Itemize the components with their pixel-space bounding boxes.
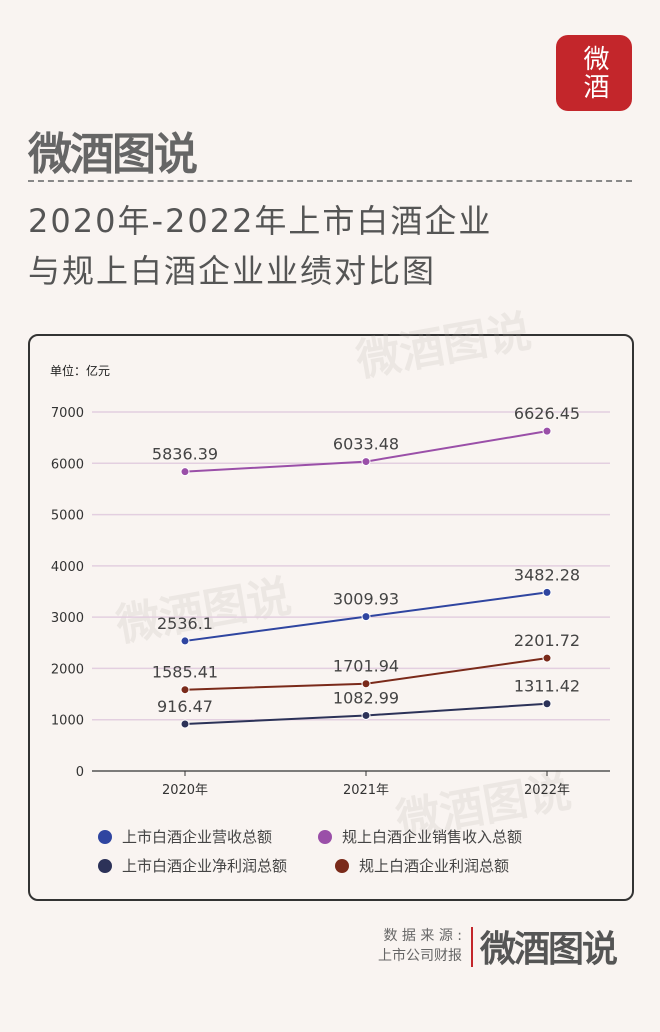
y-tick-label: 1000 xyxy=(51,714,84,729)
x-tick-label: 2022年 xyxy=(524,783,570,798)
y-tick-label: 6000 xyxy=(51,457,84,472)
legend-swatch xyxy=(98,829,112,844)
data-label: 6033.48 xyxy=(333,435,399,454)
legend-item: 上市白酒企业营收总额 xyxy=(98,826,272,847)
data-label: 2536.1 xyxy=(157,614,213,633)
data-label: 916.47 xyxy=(157,697,213,716)
y-tick-label: 2000 xyxy=(51,662,84,677)
data-label: 3009.93 xyxy=(333,590,399,609)
data-label: 1585.41 xyxy=(152,663,218,682)
data-point xyxy=(542,426,552,436)
legend-label: 规上白酒企业利润总额 xyxy=(359,857,510,875)
legend-item: 规上白酒企业利润总额 xyxy=(335,855,509,876)
data-label: 2201.72 xyxy=(514,631,580,650)
data-point xyxy=(361,457,371,467)
legend-swatch xyxy=(98,858,112,873)
data-label: 6626.45 xyxy=(514,404,580,423)
data-label: 3482.28 xyxy=(514,565,580,584)
data-point xyxy=(180,467,190,477)
data-point xyxy=(542,653,552,663)
x-tick-label: 2021年 xyxy=(343,783,389,798)
data-point xyxy=(180,636,190,646)
data-point xyxy=(361,612,371,622)
data-label: 1311.42 xyxy=(514,677,580,696)
source-label: 数 据 来 源 : xyxy=(383,928,462,944)
legend-swatch xyxy=(318,829,332,844)
data-label: 1701.94 xyxy=(333,657,399,676)
data-point xyxy=(180,719,190,729)
unit-label: 单位：亿元 xyxy=(50,364,111,378)
chart-frame xyxy=(28,334,634,901)
legend-label: 规上白酒企业销售收入总额 xyxy=(342,828,523,846)
y-tick-label: 0 xyxy=(76,765,84,780)
data-source: 数 据 来 源 : 上市公司财报 xyxy=(362,926,462,966)
data-point xyxy=(542,587,552,597)
page-title: 2020年-2022年上市白酒企业 与规上白酒企业业绩对比图 xyxy=(28,196,492,296)
title-line-2: 与规上白酒企业业绩对比图 xyxy=(28,252,437,290)
data-label: 5836.39 xyxy=(152,445,218,464)
legend-item: 规上白酒企业销售收入总额 xyxy=(318,826,522,847)
legend-label: 上市白酒企业净利润总额 xyxy=(122,857,288,875)
y-tick-label: 3000 xyxy=(51,611,84,626)
source-value: 上市公司财报 xyxy=(378,948,462,964)
footer-divider xyxy=(471,927,473,967)
data-point xyxy=(180,685,190,695)
legend-item: 上市白酒企业净利润总额 xyxy=(98,855,287,876)
footer-brand-logo: 微酒图说 xyxy=(480,929,618,970)
divider xyxy=(28,180,632,182)
data-point xyxy=(542,699,552,709)
data-point xyxy=(361,679,371,689)
y-tick-label: 7000 xyxy=(51,406,84,421)
title-line-1: 2020年-2022年上市白酒企业 xyxy=(28,202,493,240)
data-point xyxy=(361,710,371,720)
legend-swatch xyxy=(335,858,349,873)
y-tick-label: 4000 xyxy=(51,560,84,575)
x-tick-label: 2020年 xyxy=(162,783,208,798)
data-label: 1082.99 xyxy=(333,688,399,707)
legend-label: 上市白酒企业营收总额 xyxy=(122,828,273,846)
brand-logo: 微酒图说 xyxy=(28,129,198,180)
app-logo: 微酒 xyxy=(556,35,632,111)
y-tick-label: 5000 xyxy=(51,509,84,524)
